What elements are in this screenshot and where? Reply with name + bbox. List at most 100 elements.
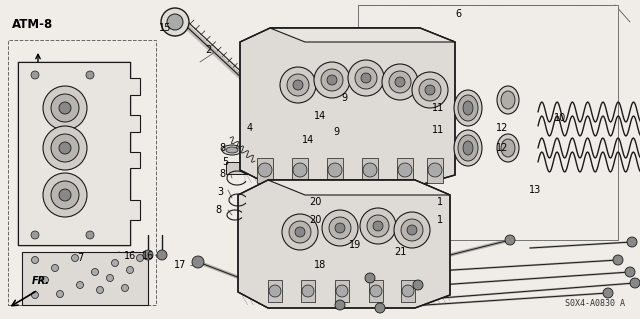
- Circle shape: [367, 215, 389, 237]
- Circle shape: [161, 8, 189, 36]
- Circle shape: [293, 80, 303, 90]
- Circle shape: [77, 281, 83, 288]
- Circle shape: [335, 223, 345, 233]
- Circle shape: [413, 280, 423, 290]
- Circle shape: [111, 259, 118, 266]
- Circle shape: [59, 142, 71, 154]
- Ellipse shape: [501, 91, 515, 109]
- Circle shape: [335, 300, 345, 310]
- Text: 5: 5: [222, 157, 228, 167]
- Text: ATM-8: ATM-8: [12, 18, 53, 31]
- Ellipse shape: [226, 147, 238, 153]
- Text: 6: 6: [455, 9, 461, 19]
- Ellipse shape: [288, 143, 298, 157]
- Ellipse shape: [501, 139, 515, 157]
- Ellipse shape: [463, 101, 473, 115]
- Circle shape: [327, 75, 337, 85]
- Circle shape: [72, 255, 79, 262]
- Text: 1: 1: [437, 197, 443, 207]
- Circle shape: [56, 291, 63, 298]
- Bar: [427, 158, 443, 183]
- Polygon shape: [238, 180, 450, 308]
- Ellipse shape: [497, 86, 519, 114]
- Circle shape: [329, 217, 351, 239]
- Ellipse shape: [263, 141, 273, 155]
- Text: 12: 12: [496, 143, 508, 153]
- Circle shape: [59, 189, 71, 201]
- Circle shape: [425, 85, 435, 95]
- Circle shape: [394, 212, 430, 248]
- Circle shape: [375, 303, 385, 313]
- Circle shape: [505, 235, 515, 245]
- Circle shape: [395, 77, 405, 87]
- Circle shape: [97, 286, 104, 293]
- Text: 15: 15: [159, 23, 171, 33]
- Bar: [397, 158, 413, 183]
- Circle shape: [402, 285, 414, 297]
- Text: 11: 11: [432, 125, 444, 135]
- Ellipse shape: [454, 130, 482, 166]
- Circle shape: [86, 231, 94, 239]
- Text: 8: 8: [219, 169, 225, 179]
- Circle shape: [328, 163, 342, 177]
- Circle shape: [289, 221, 311, 243]
- Circle shape: [43, 86, 87, 130]
- Text: 2: 2: [205, 45, 211, 55]
- Circle shape: [59, 102, 71, 114]
- Circle shape: [51, 181, 79, 209]
- Circle shape: [627, 237, 637, 247]
- Circle shape: [398, 163, 412, 177]
- Circle shape: [127, 266, 134, 273]
- Text: 1: 1: [437, 215, 443, 225]
- Polygon shape: [270, 28, 455, 42]
- Circle shape: [51, 264, 58, 271]
- Circle shape: [293, 163, 307, 177]
- Ellipse shape: [250, 141, 260, 155]
- Circle shape: [43, 173, 87, 217]
- Circle shape: [43, 126, 87, 170]
- Circle shape: [407, 225, 417, 235]
- Text: 14: 14: [302, 135, 314, 145]
- Circle shape: [302, 285, 314, 297]
- Text: 8: 8: [219, 143, 225, 153]
- Circle shape: [361, 73, 371, 83]
- Circle shape: [373, 221, 383, 231]
- Circle shape: [370, 285, 382, 297]
- Text: 18: 18: [314, 260, 326, 270]
- Text: 13: 13: [529, 185, 541, 195]
- Circle shape: [258, 163, 272, 177]
- Bar: [362, 158, 378, 183]
- Circle shape: [603, 288, 613, 298]
- Circle shape: [382, 64, 418, 100]
- Text: 17: 17: [174, 260, 186, 270]
- Circle shape: [419, 79, 441, 101]
- Circle shape: [355, 67, 377, 89]
- Circle shape: [282, 214, 318, 250]
- Text: FR.: FR.: [32, 276, 50, 286]
- Circle shape: [287, 74, 309, 96]
- Circle shape: [31, 231, 39, 239]
- Bar: [369, 280, 383, 302]
- Circle shape: [322, 210, 358, 246]
- Text: 12: 12: [496, 123, 508, 133]
- Circle shape: [295, 227, 305, 237]
- Circle shape: [192, 256, 204, 268]
- Text: 9: 9: [333, 127, 339, 137]
- Bar: [358, 5, 618, 240]
- Ellipse shape: [458, 95, 478, 121]
- Ellipse shape: [463, 141, 473, 155]
- Text: 10: 10: [554, 113, 566, 123]
- Circle shape: [280, 67, 316, 103]
- Circle shape: [51, 134, 79, 162]
- Ellipse shape: [497, 134, 519, 162]
- Text: 11: 11: [432, 103, 444, 113]
- Text: 20: 20: [309, 197, 321, 207]
- Polygon shape: [240, 28, 455, 185]
- Text: 14: 14: [314, 111, 326, 121]
- Text: 4: 4: [247, 123, 253, 133]
- Bar: [257, 158, 273, 183]
- Text: 21: 21: [394, 247, 406, 257]
- Polygon shape: [18, 62, 140, 245]
- Text: 8: 8: [215, 205, 221, 215]
- Circle shape: [86, 71, 94, 79]
